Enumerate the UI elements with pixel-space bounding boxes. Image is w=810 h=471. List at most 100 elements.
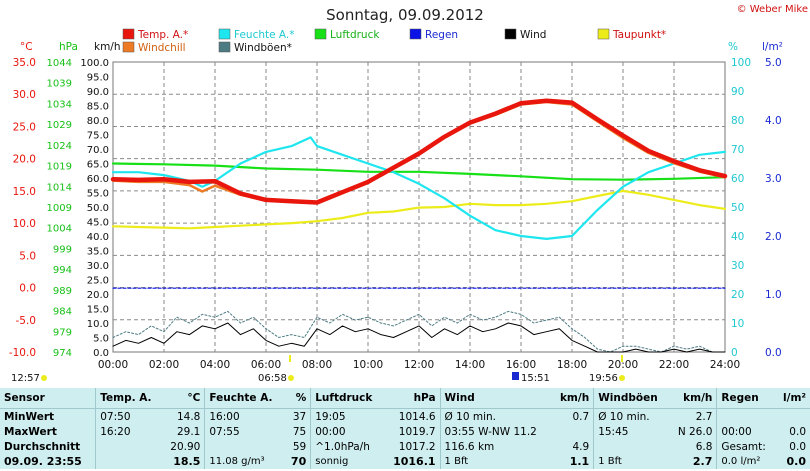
x-axis-tick-label: 14:00: [455, 359, 485, 371]
temp-axis-tick-label: 25.0: [13, 121, 36, 133]
series-line-luftdruck: [111, 162, 727, 181]
chart-legend: Temp. A.* Feuchte A.* Luftdruck Regen Wind Ta…: [122, 28, 666, 54]
stats-cell-value: 29.1: [176, 425, 201, 438]
x-axis-tick-label: 02:00: [149, 359, 179, 371]
stats-cell-value: 37: [292, 410, 307, 423]
stats-cell-detail: 0.0 l/m²: [716, 454, 776, 469]
stats-header-4: Wind: [439, 388, 552, 409]
x-axis-tick-label: 20:00: [608, 359, 638, 371]
pct-axis-tick-label: 100: [731, 57, 751, 69]
temp-axis-tick-label: -5.0: [16, 315, 37, 327]
pct-axis-tick-label: 40: [731, 231, 744, 243]
legend-swatch-windboen: [218, 41, 231, 53]
kmh-axis-tick-label: 80.0: [87, 116, 109, 127]
stats-cell-detail: ^1.0hPa/h: [310, 439, 384, 454]
axis-ticks: 35.0 30.0 25.0 20.0 15.0 10.0 5.0 0.0 -5.0 -10.0 1…: [9, 57, 782, 371]
kmh-axis-tick-label: 55.0: [87, 189, 109, 200]
stats-row-label: Durchschnitt: [4, 440, 81, 453]
pct-axis-tick-label: 30: [731, 260, 744, 272]
stats-cell-detail: 07:55: [204, 424, 285, 439]
kmh-axis-tick-label: 60.0: [87, 174, 109, 185]
kmh-axis-unit: km/h: [94, 41, 121, 53]
stats-header-unit-2: %: [284, 388, 311, 409]
stats-cell-detail: Ø 10 min.: [439, 408, 552, 424]
series-line-tempa: [110, 98, 728, 205]
stats-cell-detail: Gesamt:: [716, 439, 776, 454]
legend-swatch-wind: [504, 28, 517, 40]
credit-label: © Weber Mike: [737, 4, 808, 15]
stats-header-unit-3: hPa: [383, 388, 441, 409]
x-axis-tick-label: 00:00: [98, 359, 128, 371]
temp-axis-tick-label: -10.0: [9, 347, 36, 359]
kmh-axis-tick-label: 85.0: [87, 102, 109, 113]
sunset-time: 19:56: [589, 373, 618, 384]
legend-swatch-regen: [409, 28, 422, 40]
kmh-axis-tick-label: 10.0: [87, 319, 109, 330]
legend-swatch-taupunkt: [597, 28, 610, 40]
legend-swatch-windchill: [122, 41, 135, 53]
stats-cell-value: 2.7: [695, 410, 713, 423]
x-axis-tick-label: 22:00: [659, 359, 689, 371]
stats-cell-value: [552, 424, 594, 439]
stats-header-2: Feuchte A.: [204, 388, 285, 409]
legend-label-windboen: Windböen*: [234, 42, 292, 54]
stats-cell-value: 14.8: [176, 410, 201, 423]
stats-cell-value: N 26.0: [677, 425, 713, 438]
sunrise-time: 06:58: [258, 373, 287, 384]
stats-header-unit-6: l/m²: [775, 388, 810, 409]
kmh-axis-tick-label: 40.0: [87, 232, 109, 243]
stats-cell-detail: 1 Bft: [439, 454, 552, 469]
hpa-axis-tick-label: 974: [53, 348, 72, 359]
stats-row: 09.09. 23:55 18.5 11.08 g/m³ 70 sonnig 1016.1…: [0, 454, 810, 469]
kmh-axis-tick-label: 70.0: [87, 145, 109, 156]
legend-swatch-luftdruck: [314, 28, 327, 40]
stats-header-row: Sensor Temp. A. °C Feuchte A.% Luftdruck hPa W…: [0, 388, 810, 409]
legend-label-taupunkt: Taupunkt*: [612, 29, 666, 41]
pct-axis-tick-label: 90: [731, 86, 744, 98]
legend-swatch-feuchte: [218, 28, 231, 40]
temp-axis-unit: °C: [20, 41, 33, 53]
kmh-axis-tick-label: 25.0: [87, 276, 109, 287]
temp-axis-tick-label: 30.0: [13, 89, 36, 101]
x-axis-tick-label: 06:00: [251, 359, 281, 371]
stats-row-label: 09.09. 23:55: [4, 455, 82, 468]
sun-dot: [288, 375, 294, 381]
stats-cell-detail: 07:50: [95, 408, 163, 424]
stats-cell-value: 0.0: [786, 455, 807, 468]
stats-cell-detail: [593, 439, 670, 454]
kmh-axis-tick-label: 65.0: [87, 160, 109, 171]
noon-marker: [512, 372, 519, 380]
pct-axis-tick-label: 80: [731, 115, 744, 127]
stats-cell-value: 1017.2: [398, 440, 436, 453]
stats-row: MinWert 07:50 14.8 16:00 37 19:05 1014.6 Ø 10 m…: [0, 408, 810, 424]
hpa-axis-tick-label: 1019: [47, 162, 72, 173]
stats-header-0: Sensor: [0, 388, 96, 409]
stats-header-unit-4: km/h: [551, 388, 594, 409]
sun-markers: 12:57 06:58 15:51 19:56: [11, 355, 625, 384]
stats-cell-detail: [95, 439, 163, 454]
stats-cell-detail: 11.08 g/m³: [204, 454, 285, 469]
x-axis-tick-label: 10:00: [353, 359, 383, 371]
stats-cell-detail: 1 Bft: [593, 454, 670, 469]
stats-header-6: Regen: [716, 388, 776, 409]
pct-axis-tick-label: 20: [731, 289, 744, 301]
rain-axis-tick-label: 2.0: [765, 231, 782, 243]
pct-axis-tick-label: 60: [731, 173, 744, 185]
stats-row: Durchschnitt 20.90 59 ^1.0hPa/h 1017.2 116.6 …: [0, 439, 810, 454]
stats-cell-detail: sonnig: [310, 454, 384, 469]
stats-cell-detail: 00:00: [716, 424, 776, 439]
moonrise-time: 12:57: [11, 373, 40, 384]
temp-axis-tick-label: 0.0: [19, 283, 36, 295]
rain-axis-tick-label: 5.0: [765, 57, 782, 69]
kmh-axis-tick-label: 20.0: [87, 290, 109, 301]
temp-axis-tick-label: 15.0: [13, 186, 36, 198]
hpa-axis-tick-label: 1024: [47, 141, 72, 152]
pct-axis-tick-label: 50: [731, 202, 744, 214]
stats-cell-detail: 15:45: [593, 424, 670, 439]
stats-cell-detail: 116.6 km: [439, 439, 552, 454]
kmh-axis-tick-label: 45.0: [87, 218, 109, 229]
stats-row: MaxWert 16:20 29.1 07:55 75 00:00 1019.7 03:55 …: [0, 424, 810, 439]
kmh-axis-tick-label: 30.0: [87, 261, 109, 272]
stats-cell-value: 70: [290, 455, 307, 468]
stats-header-1: Temp. A.: [95, 388, 163, 409]
